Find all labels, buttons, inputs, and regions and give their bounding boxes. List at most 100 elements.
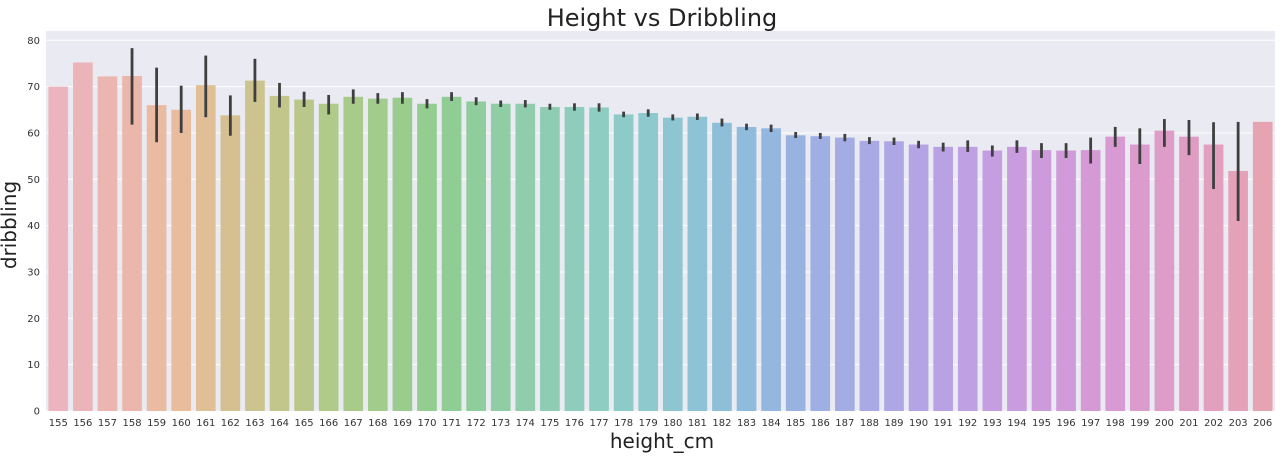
x-tick-label: 167	[344, 418, 363, 429]
x-tick-label: 183	[737, 418, 756, 429]
bar	[1056, 150, 1076, 411]
x-tick-label: 162	[221, 418, 240, 429]
bar	[810, 136, 831, 411]
bar	[1228, 170, 1248, 411]
x-tick-label: 157	[98, 418, 117, 429]
bar	[490, 103, 511, 411]
bar	[982, 150, 1003, 411]
bar	[540, 107, 560, 411]
x-tick-label: 176	[565, 418, 584, 429]
bar	[466, 101, 486, 411]
x-tick-label: 202	[1204, 418, 1223, 429]
x-tick-label: 179	[639, 418, 658, 429]
y-tick-label: 10	[27, 360, 40, 371]
x-tick-label: 184	[762, 418, 781, 429]
bar	[48, 86, 69, 412]
x-tick-label: 192	[958, 418, 977, 429]
x-tick-label: 206	[1253, 418, 1272, 429]
x-tick-label: 197	[1081, 418, 1100, 429]
bar	[638, 113, 659, 412]
bar	[171, 109, 192, 411]
x-tick-label: 175	[540, 418, 559, 429]
bar	[1129, 144, 1150, 411]
x-tick-label: 172	[467, 418, 486, 429]
bar	[220, 115, 241, 411]
x-tick-label: 193	[983, 418, 1002, 429]
y-tick-label: 20	[27, 314, 40, 325]
x-tick-label: 165	[295, 418, 314, 429]
bar	[564, 107, 585, 411]
x-tick-label: 169	[393, 418, 412, 429]
x-tick-label: 168	[368, 418, 387, 429]
bar	[613, 114, 634, 411]
x-tick-label: 187	[835, 418, 854, 429]
x-tick-label: 185	[786, 418, 805, 429]
y-axis-label: dribbling	[0, 181, 21, 269]
y-tick-label: 70	[27, 82, 40, 93]
y-tick-label: 50	[27, 175, 40, 186]
y-tick-label: 40	[27, 221, 40, 232]
bar	[97, 76, 118, 411]
bar	[417, 103, 437, 411]
bar	[122, 75, 142, 411]
y-tick-label: 0	[34, 407, 40, 418]
bar	[785, 135, 806, 411]
x-tick-label: 174	[516, 418, 535, 429]
y-tick-label: 60	[27, 128, 40, 139]
x-tick-label: 194	[1007, 418, 1026, 429]
bar	[859, 140, 880, 411]
x-tick-label: 180	[663, 418, 682, 429]
x-tick-label: 189	[884, 418, 903, 429]
x-tick-label: 190	[909, 418, 928, 429]
x-tick-label: 203	[1229, 418, 1248, 429]
bar	[1252, 121, 1273, 411]
bar	[957, 146, 978, 412]
bar	[908, 144, 929, 411]
bar	[195, 85, 216, 411]
bar	[73, 62, 93, 411]
x-tick-label: 182	[712, 418, 731, 429]
bar	[1007, 146, 1027, 412]
error-bars	[130, 48, 1240, 221]
bar	[367, 98, 388, 411]
x-tick-label: 186	[811, 418, 830, 429]
bar	[736, 126, 757, 412]
bar	[392, 97, 413, 412]
bar	[1154, 130, 1175, 411]
x-tick-label: 196	[1057, 418, 1076, 429]
x-tick-label: 160	[172, 418, 191, 429]
x-tick-label: 171	[442, 418, 461, 429]
y-tick-label: 30	[27, 267, 40, 278]
bar	[318, 103, 339, 411]
x-tick-label: 195	[1032, 418, 1051, 429]
bar	[245, 80, 265, 412]
x-tick-label: 198	[1106, 418, 1125, 429]
bar	[712, 122, 732, 411]
bar	[761, 128, 781, 411]
bar	[884, 141, 904, 412]
bar	[1203, 144, 1224, 411]
bar	[589, 107, 609, 412]
bar	[1105, 136, 1126, 411]
x-tick-label: 164	[270, 418, 289, 429]
x-tick-label: 188	[860, 418, 879, 429]
x-tick-label: 201	[1179, 418, 1198, 429]
x-tick-label: 170	[417, 418, 436, 429]
x-tick-label: 199	[1130, 418, 1149, 429]
x-tick-labels: 155 156 157 158 159 160 161 162 163 164 165 166 167 1…	[49, 418, 1273, 429]
x-tick-label: 159	[147, 418, 166, 429]
bar	[441, 96, 462, 412]
chart-title: Height vs Dribbling	[547, 4, 778, 32]
bar	[687, 116, 708, 412]
bar	[269, 95, 290, 411]
x-tick-label: 177	[590, 418, 609, 429]
x-tick-label: 200	[1155, 418, 1174, 429]
x-tick-label: 158	[122, 418, 141, 429]
x-tick-label: 166	[319, 418, 338, 429]
bar	[933, 146, 954, 412]
x-tick-label: 161	[196, 418, 215, 429]
bar	[294, 99, 314, 412]
bars	[48, 62, 1273, 412]
x-tick-label: 163	[245, 418, 264, 429]
